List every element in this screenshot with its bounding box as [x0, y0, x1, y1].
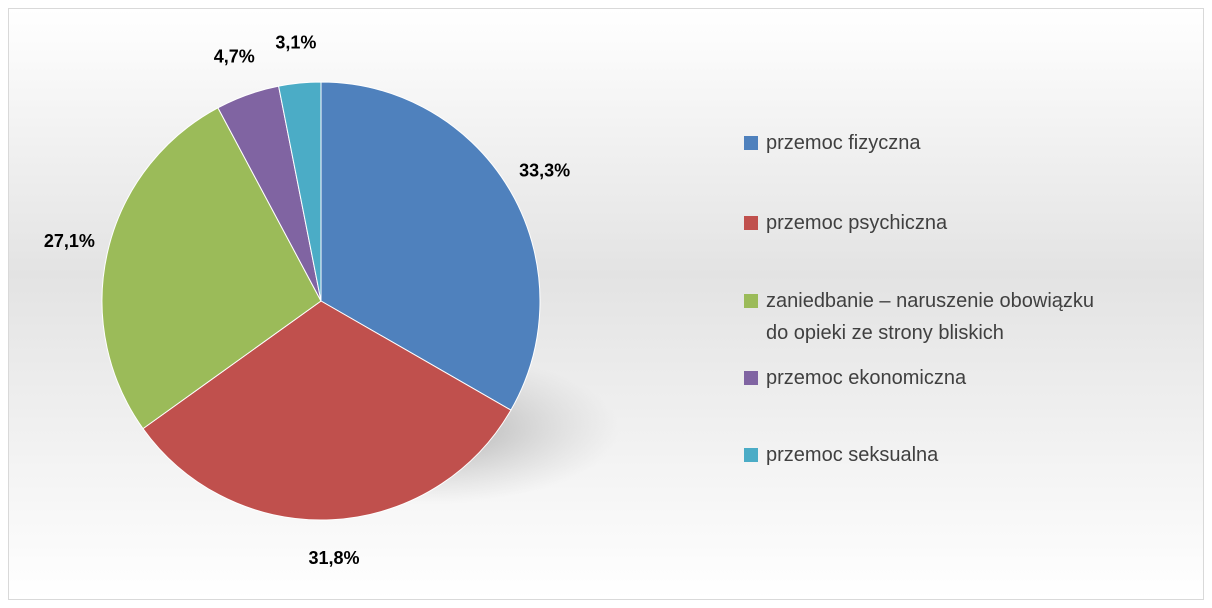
legend-swatch	[744, 216, 758, 230]
legend-item: zaniedbanie – naruszenie obowiązku do op…	[744, 285, 1111, 349]
data-label: 3,1%	[275, 33, 316, 53]
legend-label: przemoc psychiczna	[766, 212, 948, 234]
data-label: 31,8%	[308, 548, 359, 568]
legend-label: przemoc ekonomiczna	[766, 367, 967, 389]
data-label: 27,1%	[44, 231, 95, 251]
legend-swatch	[744, 371, 758, 385]
chart-area: 33,3% 31,8% 27,1% 4,7% 3,1% przemoc fizyczna…	[8, 8, 1204, 600]
legend-swatch	[744, 448, 758, 462]
pie-slice	[278, 81, 322, 302]
pie-slice	[320, 81, 541, 411]
legend-label: przemoc fizyczna	[766, 132, 921, 154]
legend-swatch	[744, 294, 758, 308]
pie-slice	[101, 107, 322, 430]
legend-item: przemoc psychiczna	[744, 207, 1111, 239]
data-label: 4,7%	[214, 46, 255, 66]
legend-swatch	[744, 136, 758, 150]
data-label: 33,3%	[519, 160, 570, 180]
legend-label: zaniedbanie – naruszenie obowiązku do op…	[766, 290, 1095, 344]
legend-label: przemoc seksualna	[766, 444, 939, 466]
legend-item: przemoc fizyczna	[744, 127, 1111, 159]
legend-item: przemoc seksualna	[744, 439, 1111, 471]
chart: 33,3% 31,8% 27,1% 4,7% 3,1%	[44, 33, 619, 568]
legend-item: przemoc ekonomiczna	[744, 362, 1111, 394]
pie-slice	[142, 300, 512, 521]
